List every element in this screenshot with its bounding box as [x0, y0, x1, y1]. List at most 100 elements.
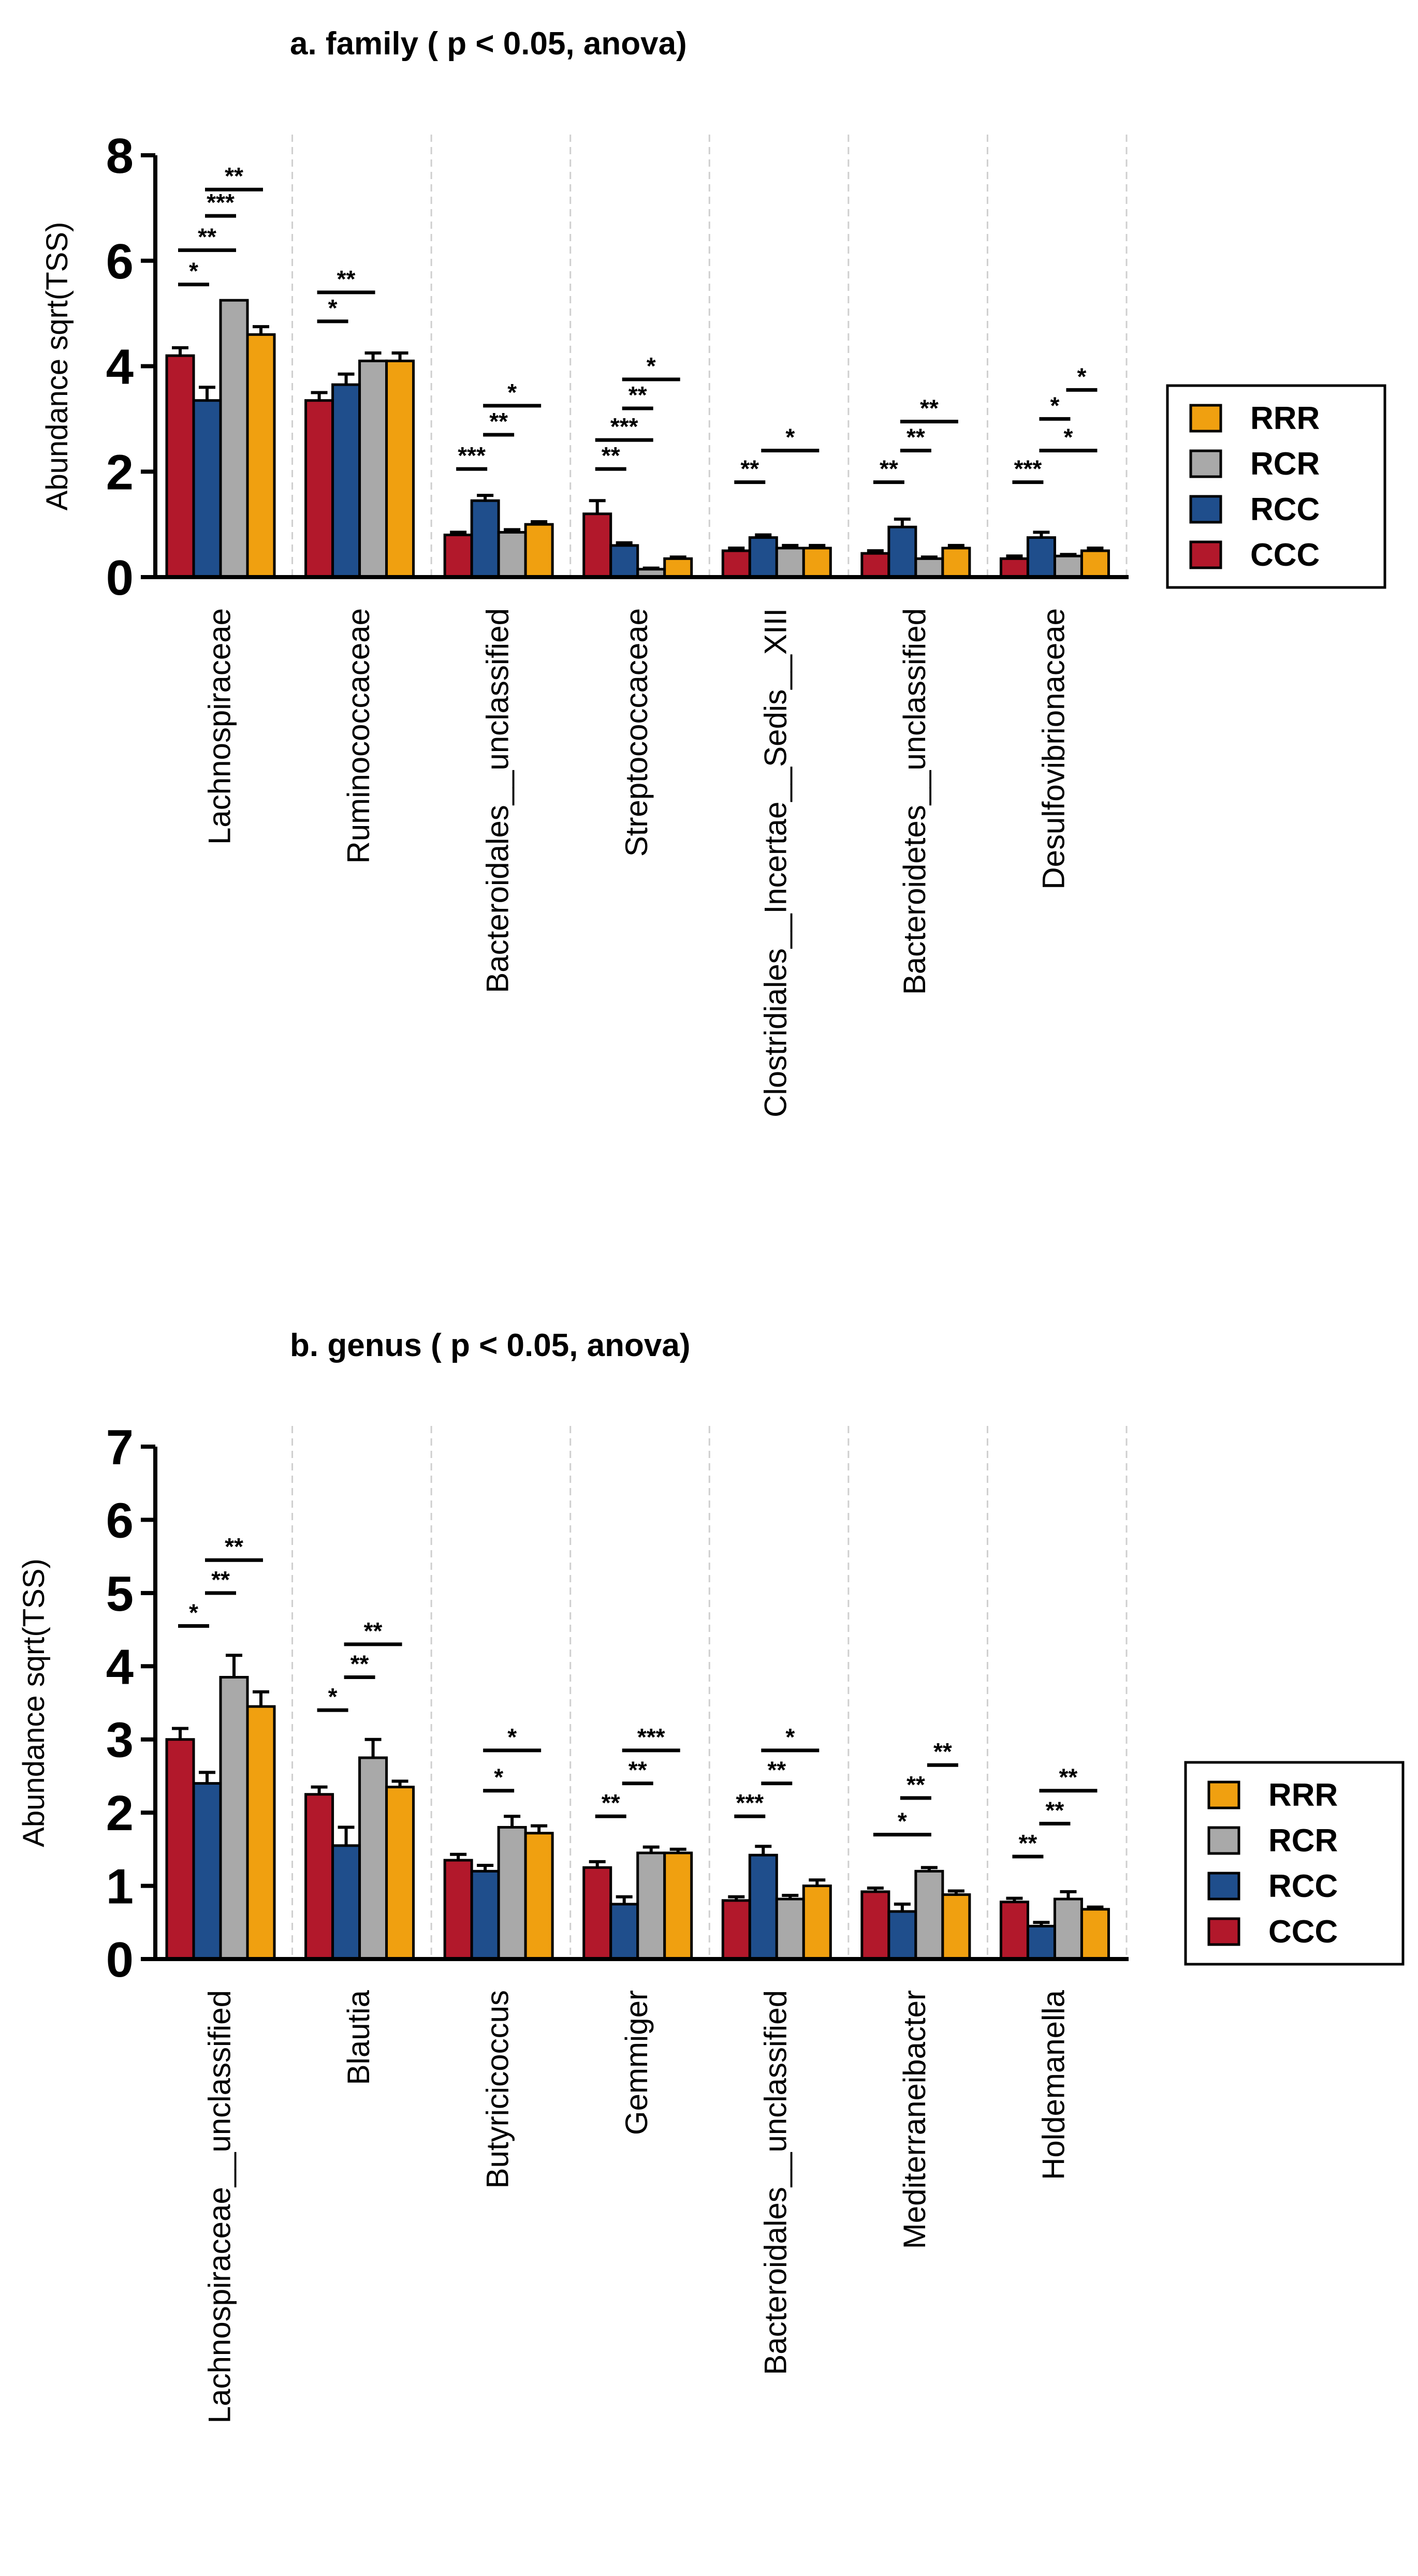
category-label: Gemmiger — [619, 1990, 654, 2135]
bar-ccc — [721, 549, 751, 579]
category-label: Butyricicoccus — [480, 1990, 515, 2188]
significance-label: *** — [637, 1724, 665, 1750]
significance-label: * — [785, 1724, 795, 1750]
bar-rrr — [1080, 1908, 1110, 1961]
bar-rcc — [1026, 536, 1056, 579]
significance-label: ** — [628, 381, 647, 408]
significance-label: ** — [880, 455, 898, 482]
y-tick-label: 3 — [106, 1713, 134, 1768]
bar-rcr — [914, 1870, 944, 1961]
significance-label: ** — [1046, 1797, 1064, 1823]
significance-label: ** — [211, 1566, 230, 1593]
bar-rrr — [246, 1705, 276, 1961]
bar-rcr — [497, 531, 527, 579]
chart-title: b. genus ( p < 0.05, anova) — [290, 1328, 691, 1363]
significance-label: ** — [740, 455, 759, 482]
bar-ccc — [165, 1738, 195, 1961]
y-tick-label: 1 — [106, 1859, 134, 1915]
significance-label: * — [494, 1764, 503, 1791]
bar-rcc — [609, 544, 639, 579]
legend-label-ccc: CCC — [1268, 1914, 1338, 1950]
legend-swatch-rcc — [1207, 1872, 1240, 1901]
bar-ccc — [999, 1901, 1029, 1961]
legend-label-rrr: RRR — [1268, 1777, 1338, 1813]
bar-rcr — [1053, 1897, 1083, 1961]
bar-ccc — [304, 399, 334, 579]
bar-rrr — [802, 1885, 832, 1961]
significance-label: * — [328, 1683, 338, 1710]
significance-label: ** — [337, 266, 356, 292]
legend-label-rcr: RCR — [1268, 1823, 1338, 1859]
significance-label: * — [1077, 363, 1086, 390]
bar-rcr — [497, 1826, 527, 1961]
bar-rcr — [775, 1897, 805, 1961]
legend-swatch-rcc — [1189, 495, 1222, 524]
bar-rrr — [524, 523, 554, 579]
bar-rcc — [192, 399, 222, 579]
y-tick-label: 0 — [106, 1932, 134, 1988]
significance-label: *** — [458, 442, 486, 469]
significance-label: ** — [767, 1757, 786, 1784]
bar-ccc — [721, 1899, 751, 1961]
y-tick-label: 0 — [106, 550, 134, 606]
category-label: Lachnospiraceae — [202, 608, 237, 845]
bar-rrr — [385, 359, 415, 579]
bar-rcc — [331, 1844, 361, 1961]
legend-label-rcc: RCC — [1250, 492, 1320, 527]
legend-label-rcr: RCR — [1250, 446, 1320, 482]
category-label: Clostridiales__Incertae__Sedis__XIII — [758, 608, 793, 1117]
category-label: Mediterraneibacter — [897, 1990, 932, 2249]
bar-rcc — [331, 383, 361, 579]
bar-ccc — [304, 1793, 334, 1961]
bar-rrr — [246, 333, 276, 579]
legend-swatch-rrr — [1207, 1780, 1240, 1809]
significance-label: * — [1050, 392, 1059, 419]
significance-label: ** — [602, 1789, 620, 1816]
bar-ccc — [165, 354, 195, 579]
y-tick-label: 6 — [106, 234, 134, 289]
legend-swatch-rcr — [1189, 449, 1222, 478]
significance-label: ** — [1019, 1830, 1037, 1857]
legend-swatch-ccc — [1207, 1917, 1240, 1946]
bar-rrr — [524, 1832, 554, 1961]
significance-label: * — [647, 352, 656, 379]
legend-label-rcc: RCC — [1268, 1868, 1338, 1904]
bar-rcr — [358, 359, 388, 579]
bar-rcc — [887, 525, 917, 579]
y-tick-label: 8 — [106, 128, 134, 184]
bar-rrr — [1080, 549, 1110, 579]
category-label: Blautia — [341, 1990, 376, 2085]
significance-label: ** — [907, 424, 925, 451]
significance-label: ** — [489, 408, 508, 435]
bar-rcr — [775, 547, 805, 579]
bar-rcr — [219, 1676, 249, 1961]
y-tick-label: 4 — [106, 1639, 134, 1695]
legend-label-rrr: RRR — [1250, 401, 1320, 436]
significance-label: * — [507, 379, 517, 406]
bar-rcr — [358, 1756, 388, 1961]
significance-label: ** — [350, 1651, 369, 1677]
y-tick-label: 2 — [106, 1786, 134, 1841]
bar-rcr — [914, 557, 944, 579]
significance-label: ** — [628, 1757, 647, 1784]
bar-rrr — [802, 547, 832, 579]
panel-genus: b. genus ( p < 0.05, anova) Abundance sqr… — [17, 1328, 1405, 2423]
bar-ccc — [443, 1859, 473, 1961]
y-tick-label: 2 — [106, 445, 134, 500]
significance-label: ** — [1059, 1764, 1078, 1791]
significance-label: ** — [198, 223, 216, 250]
bar-rrr — [663, 1851, 693, 1961]
bar-ccc — [443, 534, 473, 579]
legend-label-ccc: CCC — [1250, 537, 1320, 573]
category-label: Lachnospiraceae__unclassified — [202, 1990, 237, 2423]
bar-rcc — [748, 1853, 778, 1961]
bar-rcc — [748, 536, 778, 579]
significance-label: ** — [602, 442, 620, 469]
significance-label: * — [1063, 424, 1073, 451]
significance-label: *** — [1014, 455, 1042, 482]
bar-rrr — [941, 547, 971, 579]
y-axis-label: Abundance sqrt(TSS) — [40, 222, 74, 511]
category-label: Bacteroidales__unclassified — [758, 1990, 793, 2375]
bar-rrr — [385, 1786, 415, 1961]
